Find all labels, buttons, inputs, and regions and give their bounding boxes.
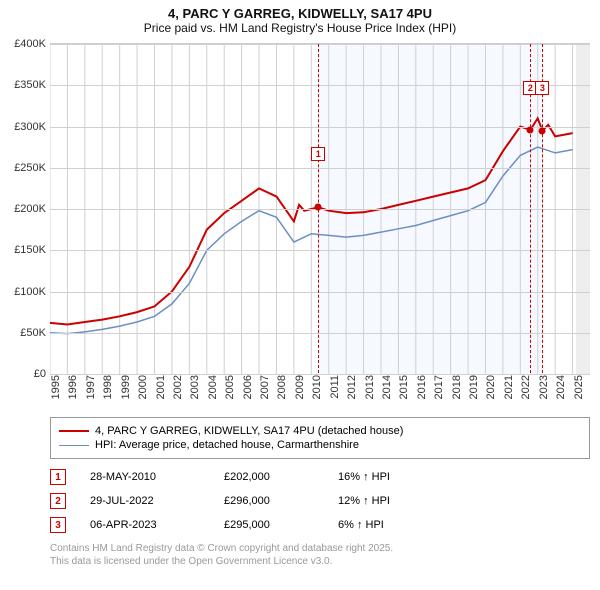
y-tick-label: £0 [34,368,46,380]
legend-swatch [59,445,89,446]
x-tick-label: 2000 [137,375,149,399]
legend-swatch [59,430,89,432]
legend: 4, PARC Y GARREG, KIDWELLY, SA17 4PU (de… [50,417,590,459]
legend-label: HPI: Average price, detached house, Carm… [95,439,359,451]
x-tick-label: 2017 [433,375,445,399]
x-tick-label: 2023 [538,375,550,399]
marker-row: 1 28-MAY-2010 £202,000 16% ↑ HPI [50,465,590,489]
x-tick-label: 2018 [451,375,463,399]
marker-row: 2 29-JUL-2022 £296,000 12% ↑ HPI [50,489,590,513]
title-block: 4, PARC Y GARREG, KIDWELLY, SA17 4PU Pri… [0,0,600,43]
x-tick-label: 2004 [207,375,219,399]
x-tick-label: 2021 [503,375,515,399]
marker-label-box: 3 [535,81,549,95]
legend-label: 4, PARC Y GARREG, KIDWELLY, SA17 4PU (de… [95,425,403,437]
x-tick-label: 2008 [276,375,288,399]
marker-date: 29-JUL-2022 [90,495,200,507]
attribution-line2: This data is licensed under the Open Gov… [50,556,590,569]
x-tick-label: 1996 [67,375,79,399]
attribution-line1: Contains HM Land Registry data © Crown c… [50,543,590,556]
x-tick-label: 2006 [242,375,254,399]
x-tick-label: 2024 [555,375,567,399]
title-line1: 4, PARC Y GARREG, KIDWELLY, SA17 4PU [0,6,600,21]
x-tick-label: 2003 [189,375,201,399]
marker-dot [527,126,534,133]
x-tick-label: 1999 [120,375,132,399]
title-line2: Price paid vs. HM Land Registry's House … [0,21,600,35]
y-tick-label: £150K [14,244,46,256]
marker-date: 28-MAY-2010 [90,471,200,483]
marker-dot [315,204,322,211]
x-axis: 1995 1996 1997 1998 1999 2000 2001 2002 2003 2004… [50,373,590,411]
x-tick-label: 2012 [346,375,358,399]
x-tick-label: 2022 [520,375,532,399]
y-tick-label: £50K [20,327,46,339]
x-tick-label: 2025 [573,375,585,399]
marker-date: 06-APR-2023 [90,519,200,531]
y-tick-label: £350K [14,79,46,91]
attribution: Contains HM Land Registry data © Crown c… [50,543,590,568]
x-tick-label: 2015 [398,375,410,399]
marker-delta: 16% ↑ HPI [338,471,428,483]
y-axis: £0£50K£100K£150K£200K£250K£300K£350K£400… [0,44,48,373]
marker-dot [539,127,546,134]
chart-area: £0£50K£100K£150K£200K£250K£300K£350K£400… [50,43,590,373]
y-tick-label: £400K [14,38,46,50]
marker-id-box: 1 [50,469,66,485]
x-tick-label: 2016 [416,375,428,399]
x-tick-label: 2013 [364,375,376,399]
marker-delta: 12% ↑ HPI [338,495,428,507]
figure: 4, PARC Y GARREG, KIDWELLY, SA17 4PU Pri… [0,0,600,568]
marker-delta: 6% ↑ HPI [338,519,428,531]
x-tick-label: 1998 [102,375,114,399]
marker-price: £295,000 [224,519,314,531]
x-tick-label: 2002 [172,375,184,399]
x-tick-label: 2010 [311,375,323,399]
y-tick-label: £300K [14,121,46,133]
y-tick-label: £250K [14,162,46,174]
x-tick-label: 1997 [85,375,97,399]
marker-price: £296,000 [224,495,314,507]
x-tick-label: 2020 [485,375,497,399]
y-tick-label: £200K [14,203,46,215]
marker-price: £202,000 [224,471,314,483]
markers-table: 1 28-MAY-2010 £202,000 16% ↑ HPI 2 29-JUL-202… [50,465,590,537]
x-tick-label: 2009 [294,375,306,399]
marker-id-box: 3 [50,517,66,533]
x-tick-label: 2005 [224,375,236,399]
legend-item: HPI: Average price, detached house, Carm… [59,438,581,452]
legend-item: 4, PARC Y GARREG, KIDWELLY, SA17 4PU (de… [59,424,581,438]
x-tick-label: 1995 [50,375,62,399]
x-tick-label: 2007 [259,375,271,399]
x-tick-label: 2001 [155,375,167,399]
x-tick-label: 2011 [329,375,341,399]
marker-row: 3 06-APR-2023 £295,000 6% ↑ HPI [50,513,590,537]
marker-id-box: 2 [50,493,66,509]
marker-label-box: 1 [311,147,325,161]
y-tick-label: £100K [14,286,46,298]
x-tick-label: 2014 [381,375,393,399]
x-tick-label: 2019 [468,375,480,399]
